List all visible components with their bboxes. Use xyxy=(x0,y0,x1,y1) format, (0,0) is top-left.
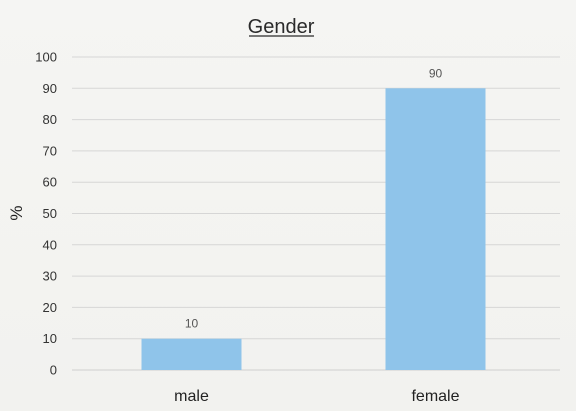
bars xyxy=(141,88,486,371)
y-tick-label: 40 xyxy=(43,237,57,252)
y-tick-label: 90 xyxy=(43,81,57,96)
y-tick-label: 30 xyxy=(43,269,57,284)
y-tick-label: 10 xyxy=(43,331,57,346)
y-tick-label: 0 xyxy=(50,363,57,378)
y-tick-labels: 0 10 20 30 40 50 60 70 80 90 100 xyxy=(35,50,57,378)
chart-title: Gender xyxy=(248,16,315,38)
y-tick-label: 20 xyxy=(43,300,57,315)
data-label-female: 90 xyxy=(429,66,443,80)
y-axis-label: % xyxy=(7,205,26,220)
category-label-female: female xyxy=(411,388,459,405)
category-labels: male female xyxy=(174,388,459,405)
y-tick-label: 100 xyxy=(35,50,57,65)
gridlines xyxy=(72,56,560,371)
bar-male xyxy=(141,338,242,370)
category-label-male: male xyxy=(174,388,209,405)
data-labels: 10 90 xyxy=(185,66,443,330)
y-tick-label: 80 xyxy=(43,112,57,127)
data-label-male: 10 xyxy=(185,317,199,331)
y-tick-label: 70 xyxy=(43,143,57,158)
bar-female xyxy=(385,88,486,371)
y-tick-label: 60 xyxy=(43,175,57,190)
y-tick-label: 50 xyxy=(43,206,57,221)
